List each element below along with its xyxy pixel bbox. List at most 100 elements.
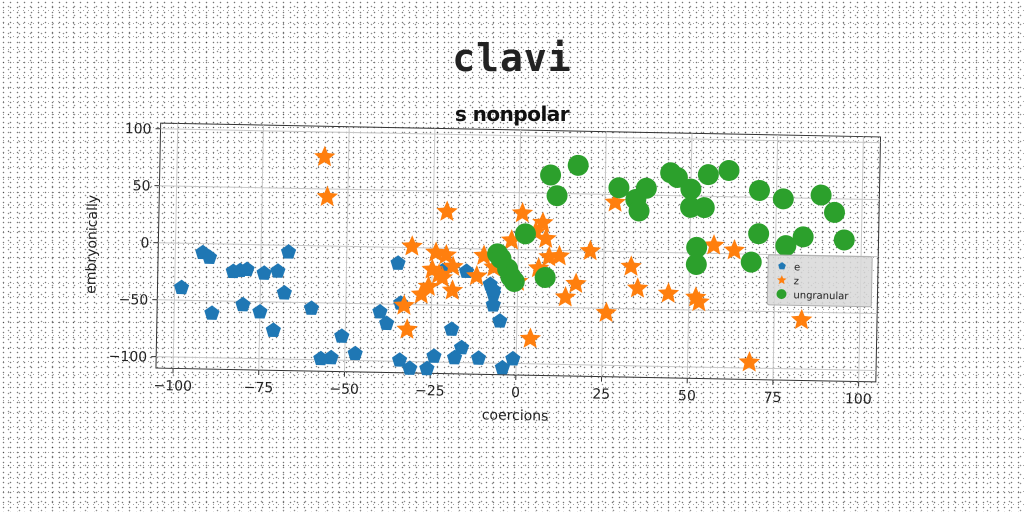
data-point [442,255,464,276]
data-point [444,321,460,336]
data-point [514,223,536,245]
data-point [313,350,329,366]
x-tick-label: −100 [153,378,192,395]
data-point [823,201,845,223]
data-point [748,179,770,201]
data-point [473,244,495,266]
data-point [579,239,602,261]
data-point [270,263,286,278]
data-point [393,294,415,315]
series-z [314,145,813,372]
legend-marker [778,262,786,270]
data-point [483,256,505,277]
x-grid-line [172,123,179,369]
data-point [402,360,418,375]
data-point [748,223,770,245]
data-points [173,145,855,376]
data-point [347,345,363,361]
y-axis-label: embryonically [83,195,101,294]
data-point [604,191,626,212]
data-point [532,211,554,232]
data-point [608,177,630,199]
data-point [201,249,218,264]
data-point [511,201,534,223]
data-point [314,145,336,167]
data-point [280,244,297,259]
data-point [421,258,443,279]
series-e [173,244,521,376]
data-point [738,351,761,372]
data-point [173,279,190,295]
data-point [554,286,577,307]
legend-label: ungranular [793,290,849,302]
data-point [494,359,510,375]
data-point [466,265,488,286]
data-point [565,272,587,294]
y-grid-line [157,299,878,315]
data-point [810,184,832,206]
data-point [239,261,255,277]
data-point [391,352,408,367]
data-point [546,185,568,207]
legend-marker [776,289,787,300]
data-point [538,245,560,267]
y-tick-label: 0 [140,235,149,251]
data-point [772,188,794,210]
x-tick-label: 100 [845,391,872,408]
x-tick-label: 50 [678,388,696,404]
data-point [453,339,470,355]
data-point [635,177,657,199]
chart-subtitle: s nonpolar [454,102,570,126]
data-point [626,277,649,298]
legend-box [766,254,873,308]
data-point [252,303,268,319]
data-point [426,348,442,363]
x-grid-line [686,133,693,379]
x-axis-label: coercions [482,407,549,424]
data-point [431,266,454,288]
data-point [379,315,395,331]
data-point [204,305,220,320]
x-grid-line [515,130,522,375]
data-point [492,313,508,328]
data-point [527,256,550,278]
data-point [685,286,707,307]
y-tick-label: −100 [109,349,148,366]
data-point [441,279,464,300]
chart-title: clavi [452,36,572,80]
y-tick-label: −50 [119,292,149,309]
data-point [323,349,339,365]
x-tick-label: −75 [244,380,274,397]
data-point [534,267,556,289]
data-point [503,270,525,292]
data-point [485,297,501,312]
data-point [276,285,292,300]
data-point [693,197,715,219]
data-point [334,328,350,343]
x-tick-label: −25 [415,383,445,400]
data-point [790,308,813,330]
data-point [628,200,650,222]
grid-lines [156,123,881,382]
data-point [316,185,339,207]
data-point [740,251,762,273]
data-point [567,154,589,176]
data-point [680,178,702,200]
data-point [410,283,433,304]
y-grid-line [160,128,881,144]
data-point [436,200,458,222]
data-point [372,303,388,319]
legend-marker [776,275,787,285]
data-point [792,226,814,248]
legend-label: z [794,276,799,287]
data-point [235,296,251,312]
data-point [657,282,680,303]
x-tick-label: 75 [764,390,782,406]
x-tick-label: 25 [592,386,610,402]
data-point [265,322,281,338]
data-point [428,263,450,284]
x-tick-label: 0 [511,385,520,401]
x-tick-label: −50 [329,381,359,398]
data-point [256,265,272,280]
